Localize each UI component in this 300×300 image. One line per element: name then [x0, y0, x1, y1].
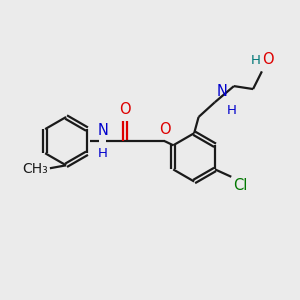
Text: H: H	[250, 54, 260, 67]
Text: N: N	[98, 123, 108, 138]
Text: O: O	[119, 102, 131, 117]
Text: CH₃: CH₃	[22, 161, 47, 176]
Text: N: N	[216, 84, 227, 99]
Text: H: H	[98, 147, 108, 160]
Text: H: H	[226, 104, 236, 117]
Text: Cl: Cl	[233, 178, 247, 193]
Text: O: O	[159, 122, 170, 137]
Text: O: O	[262, 52, 274, 67]
